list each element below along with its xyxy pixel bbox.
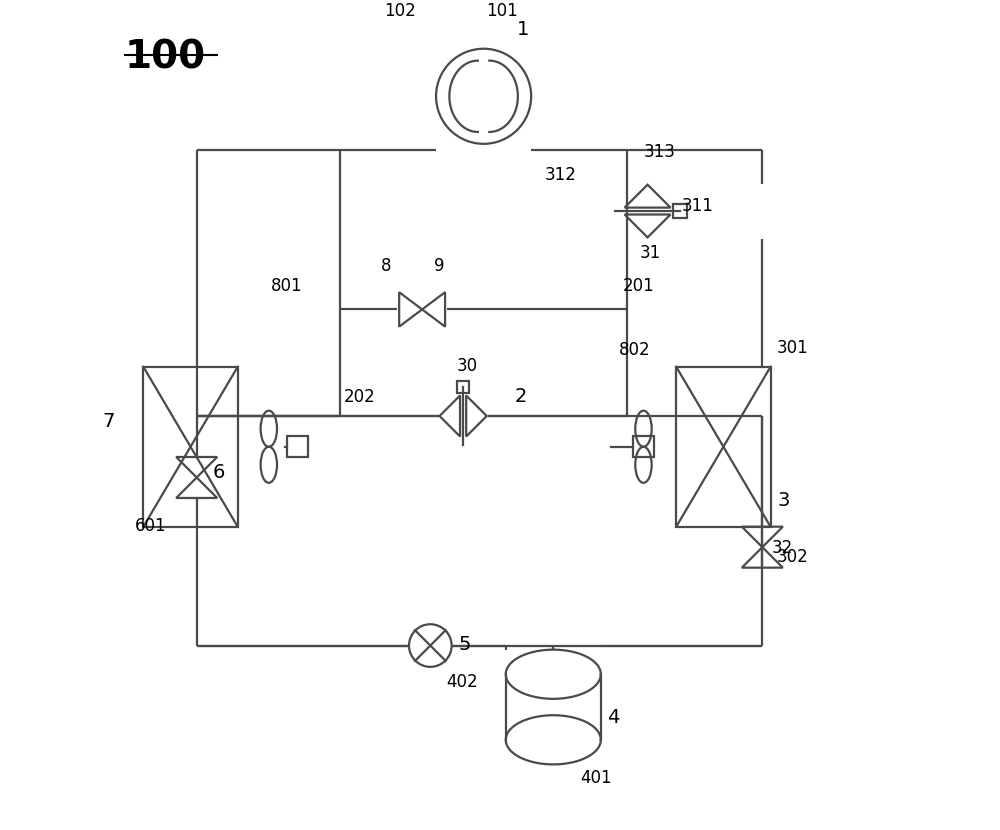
Text: 31: 31 [639, 243, 661, 261]
Bar [287, 436, 308, 457]
Bar [676, 367, 771, 527]
Text: 311: 311 [682, 198, 714, 215]
Text: 3: 3 [777, 491, 789, 510]
Text: 6: 6 [213, 462, 225, 481]
Text: 202: 202 [344, 388, 376, 406]
Text: 402: 402 [447, 672, 478, 691]
Text: 101: 101 [486, 2, 518, 20]
Text: 32: 32 [772, 540, 793, 558]
Text: 301: 301 [777, 339, 809, 357]
Text: 802: 802 [619, 340, 650, 359]
Text: 201: 201 [623, 276, 655, 295]
Text: 401: 401 [580, 769, 612, 788]
Text: 801: 801 [270, 276, 302, 295]
Text: 8: 8 [381, 257, 391, 275]
Text: 102: 102 [384, 2, 416, 20]
Bar [457, 381, 469, 393]
Text: 5: 5 [458, 635, 471, 654]
Bar [633, 436, 654, 457]
Text: 2: 2 [514, 387, 527, 406]
Text: 30: 30 [457, 357, 478, 375]
Text: 1: 1 [517, 20, 529, 39]
Text: 7: 7 [102, 412, 115, 431]
Text: 100: 100 [125, 39, 206, 77]
Text: 312: 312 [544, 165, 576, 183]
Text: 302: 302 [777, 548, 809, 566]
Text: 9: 9 [434, 257, 444, 275]
Bar [673, 204, 687, 218]
Text: 313: 313 [643, 143, 675, 160]
Text: 4: 4 [607, 708, 620, 727]
Text: 601: 601 [135, 517, 167, 535]
Bar [143, 367, 238, 527]
